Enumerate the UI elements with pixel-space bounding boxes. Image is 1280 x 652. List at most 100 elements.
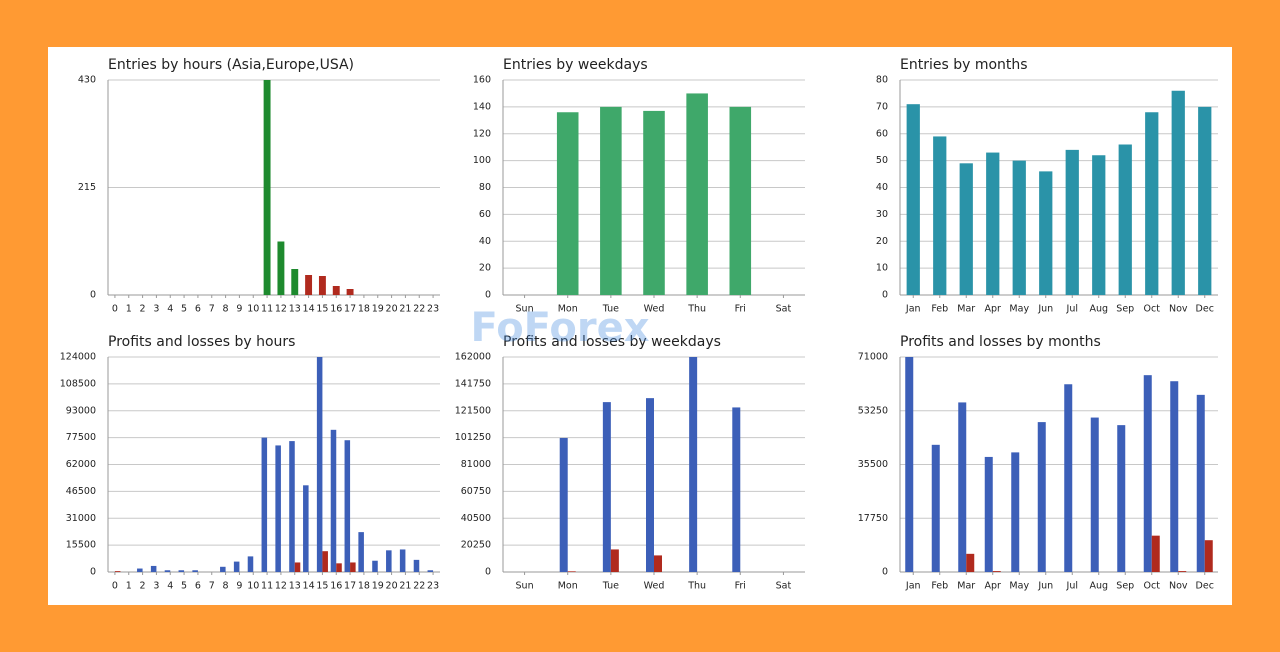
bar	[346, 289, 354, 295]
bar	[1012, 160, 1026, 295]
x-tick-label: 17	[344, 581, 356, 592]
bar	[316, 357, 323, 572]
x-tick-label: May	[1009, 581, 1029, 592]
y-tick-label: 53250	[858, 405, 888, 416]
bar	[559, 437, 568, 572]
bar	[137, 568, 143, 572]
bar	[261, 437, 268, 572]
x-tick-label: Dec	[1196, 304, 1214, 315]
x-tick-label: Feb	[931, 304, 948, 315]
bar	[1171, 90, 1185, 295]
chart-title: Profits and losses by months	[900, 334, 1101, 350]
x-tick-label: Sep	[1116, 304, 1134, 315]
bar	[192, 570, 198, 572]
bar	[643, 110, 665, 295]
y-tick-label: 108500	[60, 378, 96, 389]
bar	[931, 444, 940, 572]
bar	[1196, 394, 1205, 572]
x-tick-label: 22	[413, 581, 425, 592]
x-tick-label: 11	[261, 581, 273, 592]
x-tick-label: 16	[330, 304, 342, 315]
y-tick-label: 430	[78, 75, 96, 86]
y-tick-label: 100	[473, 155, 491, 166]
y-tick-label: 50	[876, 155, 888, 166]
chart-title: Entries by weekdays	[503, 57, 648, 73]
x-tick-label: 23	[427, 581, 439, 592]
x-tick-label: Oct	[1144, 581, 1161, 592]
x-tick-label: 9	[236, 581, 242, 592]
bar	[289, 441, 295, 572]
x-tick-label: 1	[126, 581, 132, 592]
bar	[1117, 425, 1126, 572]
y-tick-label: 0	[90, 290, 96, 301]
bar	[1118, 144, 1132, 295]
y-tick-label: 31000	[66, 513, 96, 524]
x-tick-label: 14	[303, 581, 315, 592]
y-tick-label: 121500	[455, 405, 491, 416]
x-tick-label: 20	[386, 581, 398, 592]
bar	[1198, 106, 1212, 295]
y-tick-label: 17750	[858, 513, 888, 524]
bar	[322, 551, 328, 572]
x-tick-label: Tue	[602, 304, 619, 315]
y-tick-label: 93000	[66, 405, 96, 416]
x-tick-label: 13	[289, 304, 301, 315]
bar	[556, 112, 579, 295]
bar	[966, 553, 975, 572]
y-tick-label: 0	[882, 290, 888, 301]
bar	[1011, 452, 1020, 572]
x-tick-label: 4	[167, 581, 173, 592]
x-tick-label: Dec	[1196, 581, 1214, 592]
bar	[959, 163, 973, 295]
y-tick-label: 141750	[455, 378, 491, 389]
y-tick-label: 40	[479, 236, 491, 247]
bar	[330, 429, 337, 572]
bar	[291, 269, 299, 295]
x-tick-label: 21	[399, 581, 411, 592]
bar	[984, 456, 993, 572]
x-tick-label: 6	[195, 304, 201, 315]
y-tick-label: 0	[485, 567, 491, 578]
x-tick-label: 18	[358, 304, 370, 315]
bar	[986, 152, 1000, 295]
x-tick-label: Sun	[516, 304, 534, 315]
x-tick-label: Wed	[644, 581, 665, 592]
x-tick-label: 7	[209, 581, 215, 592]
bar	[233, 561, 240, 572]
x-tick-label: 7	[209, 304, 215, 315]
x-tick-label: 21	[399, 304, 411, 315]
y-tick-label: 60	[479, 209, 491, 220]
y-tick-label: 0	[485, 290, 491, 301]
chart-title: Entries by months	[900, 57, 1028, 73]
bar	[399, 549, 406, 572]
x-tick-label: Fri	[735, 581, 746, 592]
bar	[277, 241, 285, 295]
y-tick-label: 40500	[461, 513, 491, 524]
bar	[150, 565, 157, 572]
x-tick-label: 15	[316, 581, 328, 592]
bar	[1151, 535, 1160, 572]
x-tick-label: 8	[223, 581, 229, 592]
x-tick-label: 0	[112, 304, 118, 315]
x-tick-label: Aug	[1089, 304, 1108, 315]
bar	[1170, 381, 1179, 572]
y-tick-label: 60	[876, 128, 888, 139]
y-tick-label: 160	[473, 75, 491, 86]
bar	[164, 570, 171, 572]
x-tick-label: 2	[140, 304, 146, 315]
x-tick-label: 19	[372, 304, 384, 315]
bar	[1090, 417, 1099, 572]
y-tick-label: 71000	[858, 352, 888, 363]
bar	[729, 106, 752, 295]
bar	[350, 562, 356, 572]
bar	[294, 562, 301, 572]
bar	[1092, 155, 1106, 295]
x-tick-label: 12	[275, 581, 287, 592]
bar	[275, 445, 281, 572]
x-tick-label: 16	[330, 581, 342, 592]
bar	[958, 402, 967, 572]
bar	[600, 106, 622, 295]
bar	[318, 276, 326, 295]
x-tick-label: 15	[316, 304, 328, 315]
y-tick-label: 215	[78, 182, 96, 193]
